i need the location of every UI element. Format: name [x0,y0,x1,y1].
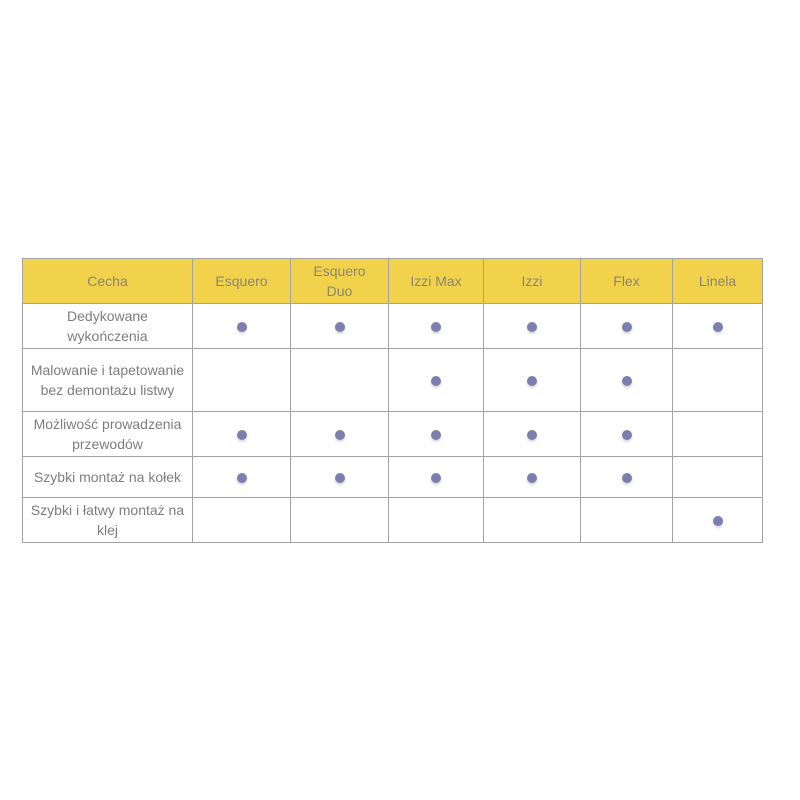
feature-available-dot-icon [527,430,537,441]
feature-value-cell [672,456,763,498]
feature-value-cell [580,303,673,349]
feature-value-cell [290,456,389,498]
feature-available-dot-icon [431,473,441,484]
feature-label-cell: Szybki montaż na kołek [22,456,193,498]
feature-value-cell [290,411,389,457]
feature-available-dot-icon [621,376,632,387]
feature-available-dot-icon [527,376,537,387]
product-column-header: Esquero Duo [290,258,389,304]
product-column-header: Esquero [192,258,291,304]
feature-value-cell [483,411,581,457]
feature-label-cell: Dedykowane wykończenia [22,303,193,349]
feature-value-cell [290,497,389,543]
feature-available-dot-icon [621,473,632,484]
feature-value-cell [290,348,389,412]
product-column-header: Izzi Max [388,258,484,304]
feature-available-dot-icon [431,322,441,333]
feature-available-dot-icon [621,430,632,441]
feature-value-cell [672,303,763,349]
feature-available-dot-icon [527,473,537,484]
feature-value-cell [580,411,673,457]
feature-label-cell: Szybki i łatwy montaż na klej [22,497,193,543]
feature-value-cell [483,456,581,498]
feature-value-cell [580,497,673,543]
feature-value-cell [192,303,291,349]
table-row: Szybki montaż na kołek [22,456,763,498]
feature-value-cell [388,456,484,498]
table-body: Dedykowane wykończenia Malowanie i tapeto… [22,303,763,543]
feature-value-cell [483,497,581,543]
feature-column-header: Cecha [22,258,193,304]
table-row: Możliwość prowadzenia przewodów [22,411,763,457]
feature-value-cell [388,497,484,543]
header-row: Cecha Esquero Esquero Duo Izzi Max Izzi Flex L… [22,258,763,304]
feature-label-cell: Malowanie i tapetowanie bez demontażu li… [22,348,193,412]
feature-value-cell [388,348,484,412]
feature-value-cell [388,303,484,349]
feature-available-dot-icon [712,516,723,527]
product-column-header: Linela [672,258,763,304]
feature-available-dot-icon [431,376,441,387]
product-column-header: Izzi [483,258,581,304]
feature-value-cell [672,348,763,412]
feature-value-cell [192,411,291,457]
feature-available-dot-icon [236,322,247,333]
feature-value-cell [192,348,291,412]
table-row: Dedykowane wykończenia [22,303,763,349]
feature-available-dot-icon [334,473,345,484]
feature-value-cell [483,303,581,349]
feature-available-dot-icon [527,322,537,333]
feature-available-dot-icon [334,430,345,441]
feature-available-dot-icon [334,322,345,333]
product-column-header: Flex [580,258,673,304]
feature-value-cell [672,497,763,543]
feature-value-cell [580,348,673,412]
table-row: Szybki i łatwy montaż na klej [22,497,763,543]
feature-available-dot-icon [621,322,632,333]
feature-value-cell [192,497,291,543]
feature-value-cell [388,411,484,457]
table-row: Malowanie i tapetowanie bez demontażu li… [22,348,763,412]
comparison-table: Cecha Esquero Esquero Duo Izzi Max Izzi Flex L… [22,258,763,543]
feature-value-cell [192,456,291,498]
feature-value-cell [290,303,389,349]
comparison-table-container: Cecha Esquero Esquero Duo Izzi Max Izzi Flex L… [22,258,763,543]
feature-available-dot-icon [431,430,441,441]
feature-available-dot-icon [712,322,723,333]
feature-value-cell [483,348,581,412]
feature-value-cell [672,411,763,457]
feature-value-cell [580,456,673,498]
feature-available-dot-icon [236,473,247,484]
feature-available-dot-icon [236,430,247,441]
feature-label-cell: Możliwość prowadzenia przewodów [22,411,193,457]
